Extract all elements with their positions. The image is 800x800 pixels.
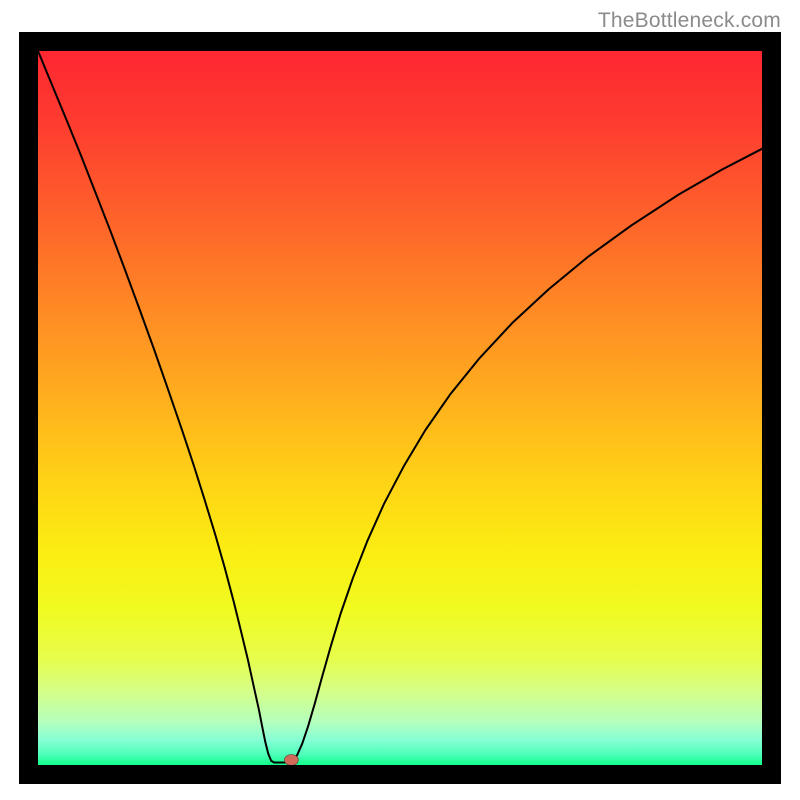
gradient-background [38,51,762,765]
chart-stage: TheBottleneck.com [0,0,800,800]
optimal-point-marker [284,755,298,766]
watermark-text: TheBottleneck.com [598,9,781,33]
bottleneck-chart [0,0,800,800]
